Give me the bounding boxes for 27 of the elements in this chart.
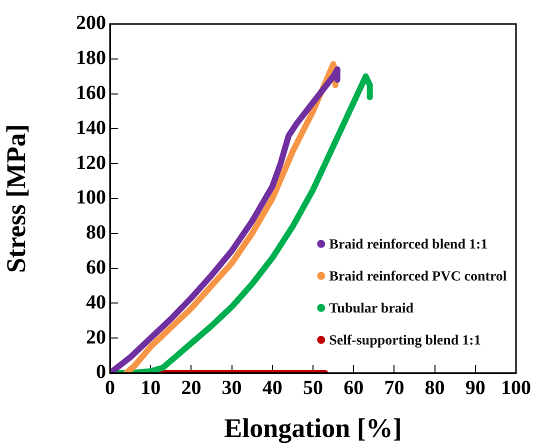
- legend-label: Self-supporting blend 1:1: [329, 333, 481, 348]
- x-tick-label: 100: [501, 377, 531, 400]
- x-tick-label: 20: [181, 377, 202, 400]
- x-tick-label: 80: [424, 377, 445, 400]
- x-tick-label: 90: [465, 377, 486, 400]
- y-tick-label: 0: [96, 361, 106, 384]
- x-axis-title: Elongation [%]: [224, 412, 402, 443]
- x-tick-label: 60: [344, 377, 364, 400]
- y-tick-label: 140: [76, 116, 106, 139]
- y-tick-label: 200: [76, 12, 106, 34]
- y-tick-label: 40: [86, 291, 106, 314]
- y-tick-label: 120: [76, 152, 106, 174]
- legend-label: Braid reinforced blend 1:1: [329, 237, 488, 252]
- x-tick-label: 30: [222, 377, 242, 400]
- x-tick-label: 40: [262, 377, 282, 400]
- y-axis-title: Stress [MPa]: [1, 124, 32, 273]
- legend-label: Braid reinforced PVC control: [329, 269, 507, 284]
- x-tick-label: 70: [384, 377, 404, 400]
- y-tick-label: 100: [76, 186, 106, 209]
- y-tick-label: 60: [86, 256, 106, 278]
- y-tick-label: 20: [86, 326, 106, 348]
- x-tick-label: 10: [140, 377, 161, 400]
- y-tick-label: 160: [76, 82, 106, 104]
- x-tick-label: 50: [303, 377, 323, 400]
- y-tick-label: 80: [86, 222, 106, 244]
- y-tick-label: 180: [76, 47, 106, 70]
- legend-label: Tubular braid: [329, 301, 414, 316]
